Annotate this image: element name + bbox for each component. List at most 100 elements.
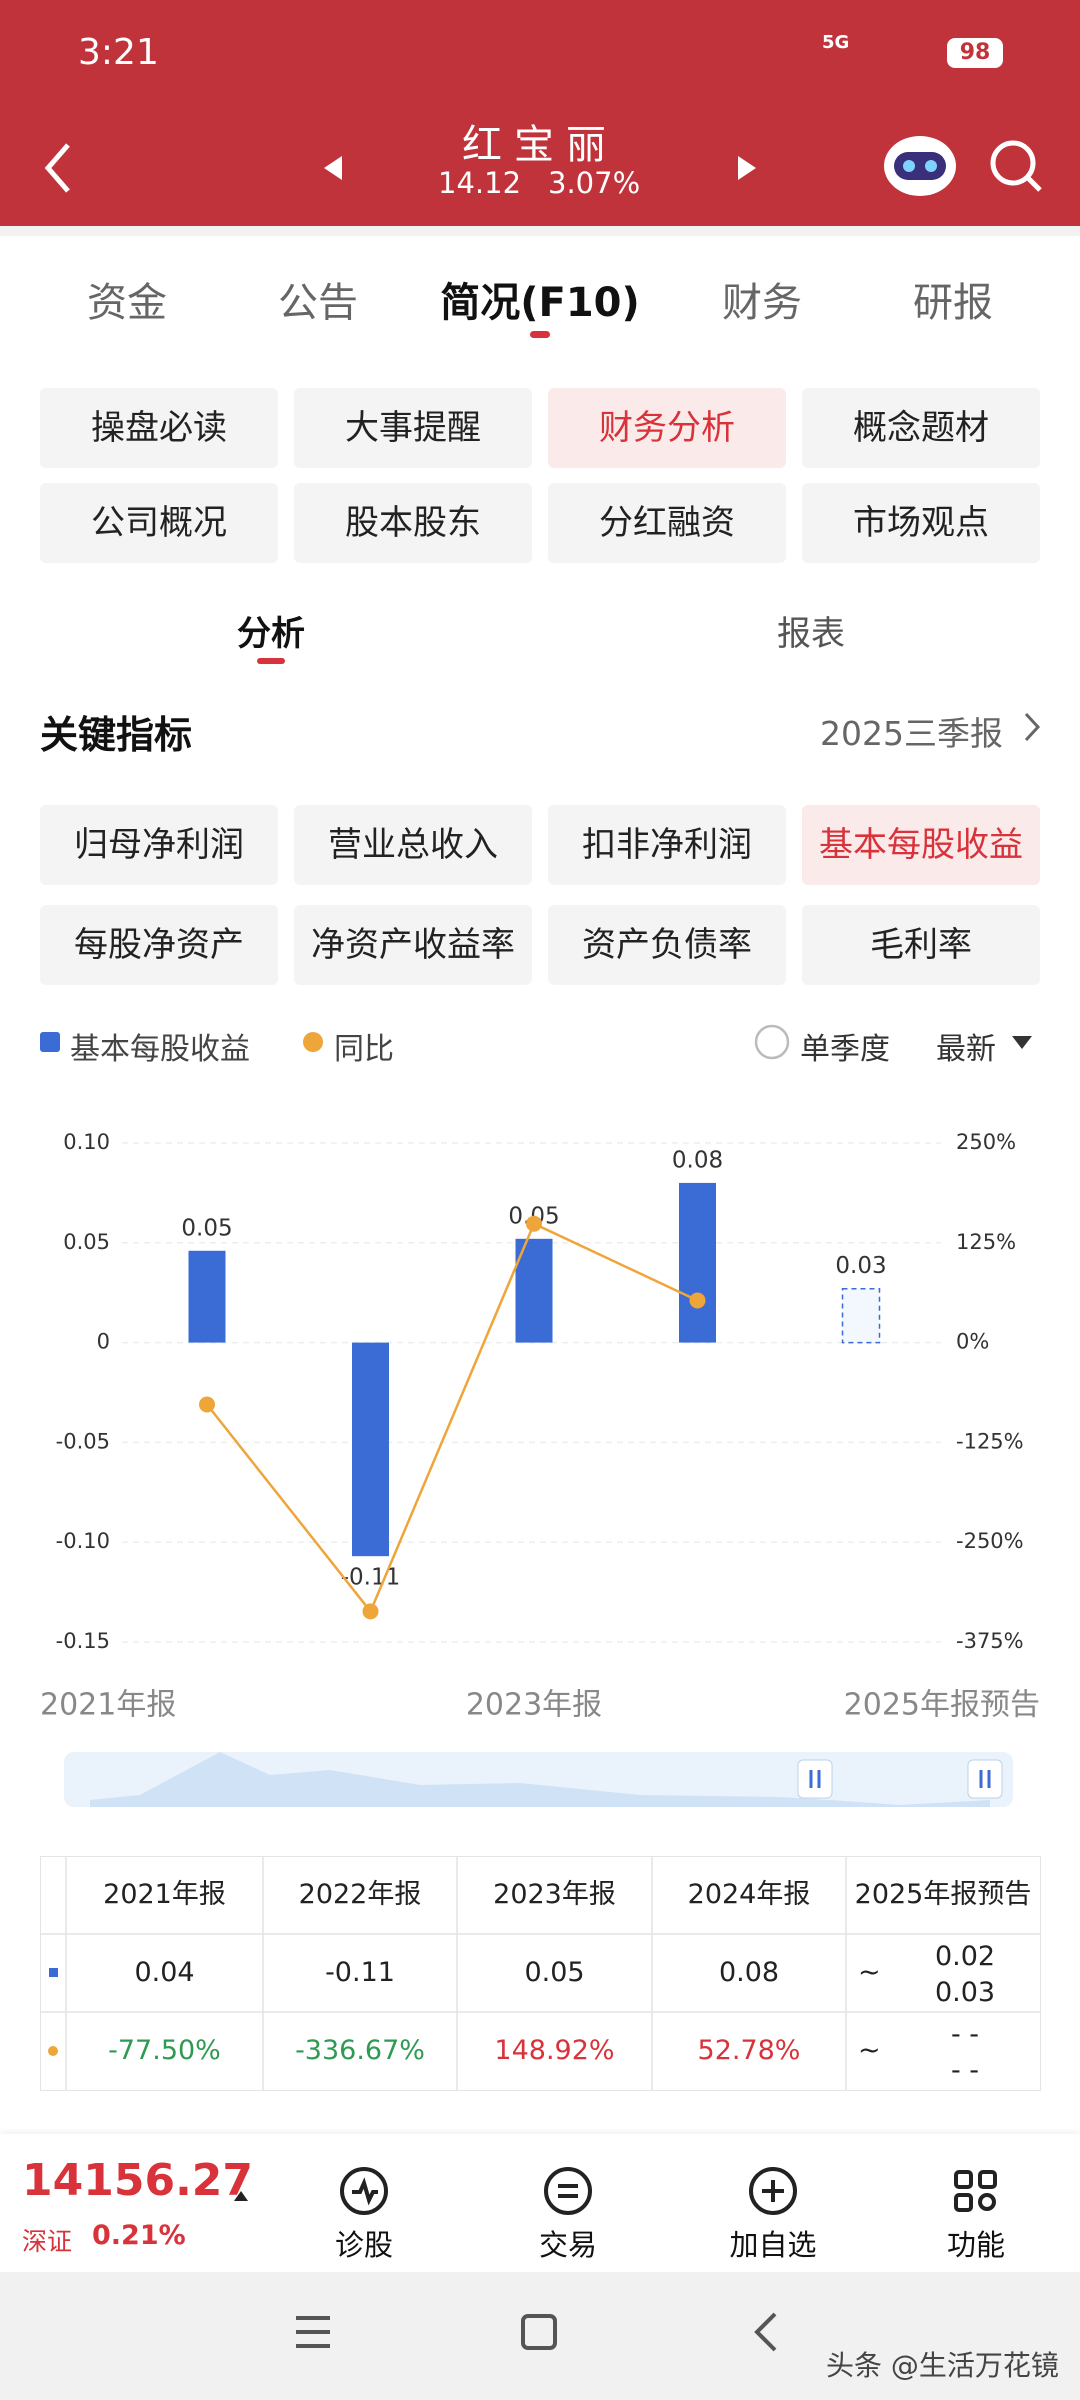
action-button[interactable]: 功能 <box>946 2228 1005 2262</box>
row-marker <box>48 2046 58 2056</box>
bar <box>679 1182 716 1343</box>
line-point <box>526 1215 542 1232</box>
tilde: ~ <box>858 2035 881 2066</box>
option-button[interactable]: 股本股东 <box>294 483 532 563</box>
option-button[interactable]: 大事提醒 <box>294 388 532 468</box>
table-cell: 0.08 <box>718 1957 780 1988</box>
option-button[interactable]: 毛利率 <box>802 905 1040 985</box>
bottom-bar-bg <box>0 2134 1080 2272</box>
index-market: 深证 <box>22 2227 73 2256</box>
table-border <box>40 1856 1041 2091</box>
y2-tick-label: -125% <box>956 1429 1024 1453</box>
tab[interactable]: 资金 <box>87 280 167 326</box>
bottom-icons <box>340 2167 997 2215</box>
radio <box>754 1024 790 1060</box>
table-cell: -336.67% <box>295 2035 425 2066</box>
up-arrow <box>234 2191 248 2201</box>
option-button[interactable]: 每股净资产 <box>40 905 278 985</box>
x-tick-label: 2023年报 <box>466 1688 602 1723</box>
stock-title: 红宝丽 <box>462 122 618 168</box>
index-change: 0.21% <box>92 2220 186 2251</box>
tilde: ~ <box>858 1957 881 1988</box>
table-header: 2023年报 <box>493 1879 616 1910</box>
y-tick-label: 0.05 <box>63 1230 110 1254</box>
status-time: 3:21 <box>78 32 159 73</box>
line <box>206 1222 699 1614</box>
y2-tick-label: -250% <box>956 1529 1024 1553</box>
tab[interactable]: 财务 <box>722 280 802 326</box>
y2-tick-label: 250% <box>956 1130 1016 1154</box>
action-button[interactable]: 诊股 <box>334 2228 393 2262</box>
toggle-label[interactable]: 单季度 <box>800 1032 890 1067</box>
section-title: 关键指标 <box>40 713 193 757</box>
option-button[interactable]: 归母净利润 <box>40 805 278 885</box>
y-tick-label: -0.05 <box>56 1429 110 1453</box>
battery-icon <box>947 38 1003 68</box>
legend-swatch <box>40 1032 60 1052</box>
tab[interactable]: 简况(F10) <box>440 280 640 326</box>
option-button[interactable]: 分红融资 <box>548 483 786 563</box>
prev-icon[interactable] <box>324 156 342 180</box>
bar <box>188 1250 226 1343</box>
table-cell: 148.92% <box>494 2035 615 2066</box>
robot-icon[interactable] <box>884 136 956 196</box>
action-button[interactable]: 交易 <box>538 2228 597 2262</box>
y-tick-label: -0.10 <box>56 1529 110 1553</box>
back-icon[interactable] <box>44 143 70 193</box>
option-button[interactable]: 概念题材 <box>802 388 1040 468</box>
tab[interactable]: 研报 <box>913 280 993 326</box>
chevron <box>1024 712 1041 742</box>
line-point <box>362 1603 379 1620</box>
option-button[interactable]: 资产负债率 <box>548 905 786 985</box>
y-tick-label: 0.10 <box>63 1130 110 1154</box>
table-header: 2024年报 <box>687 1879 811 1910</box>
option-button[interactable]: 财务分析 <box>548 388 786 468</box>
table-cell: 0.05 <box>524 1957 585 1988</box>
search-icon[interactable] <box>990 140 1042 192</box>
tab-indicator <box>530 331 550 338</box>
legend-swatch <box>303 1032 323 1052</box>
row-marker <box>49 1968 58 1977</box>
line-point <box>689 1292 706 1309</box>
divider <box>0 226 1080 236</box>
value-label: 0.05 <box>181 1215 232 1241</box>
table-header: 2025年报预告 <box>854 1879 1032 1910</box>
index-value[interactable]: 14156.27 <box>22 2155 254 2206</box>
table-header: 2022年报 <box>298 1879 422 1910</box>
table-cell: - - <box>950 2055 980 2086</box>
x-tick-label: 2025年报预告 <box>844 1688 1040 1723</box>
y2-tick-label: -375% <box>956 1629 1024 1653</box>
value-label: 0.03 <box>835 1253 886 1279</box>
bar <box>841 1287 881 1344</box>
tab[interactable]: 公告 <box>278 280 358 326</box>
period-selector[interactable]: 2025三季报 <box>820 714 1003 753</box>
nav-bar-bg <box>0 2272 1080 2400</box>
option-button[interactable]: 基本每股收益 <box>802 805 1040 885</box>
sub-tab[interactable]: 报表 <box>777 614 845 654</box>
option-button[interactable]: 市场观点 <box>802 483 1040 563</box>
table-cell: 52.78% <box>697 2035 801 2066</box>
nav-icons[interactable] <box>296 2312 777 2352</box>
sub-tab[interactable]: 分析 <box>237 614 305 654</box>
battery: 98 <box>959 40 991 65</box>
option-button[interactable]: 营业总收入 <box>294 805 532 885</box>
table-cell: 0.03 <box>934 1977 996 2008</box>
dropdown-arrow <box>1012 1036 1032 1049</box>
x-tick-label: 2021年报 <box>40 1688 176 1723</box>
sub-tab-indicator <box>257 658 285 664</box>
bar <box>352 1342 389 1557</box>
option-button[interactable]: 净资产收益率 <box>294 905 532 985</box>
action-button[interactable]: 加自选 <box>729 2228 817 2262</box>
option-button[interactable]: 操盘必读 <box>40 388 278 468</box>
y2-tick-label: 125% <box>956 1230 1016 1254</box>
line-point <box>199 1396 215 1413</box>
sort-label[interactable]: 最新 <box>936 1032 996 1067</box>
legend-label: 同比 <box>334 1032 394 1067</box>
option-button[interactable]: 公司概况 <box>40 483 278 563</box>
next-icon[interactable] <box>738 156 756 180</box>
option-button[interactable]: 扣非净利润 <box>548 805 786 885</box>
chart-slider[interactable] <box>64 1752 1013 1807</box>
legend-label: 基本每股收益 <box>70 1032 250 1067</box>
table-cell: 0.02 <box>934 1941 996 1972</box>
